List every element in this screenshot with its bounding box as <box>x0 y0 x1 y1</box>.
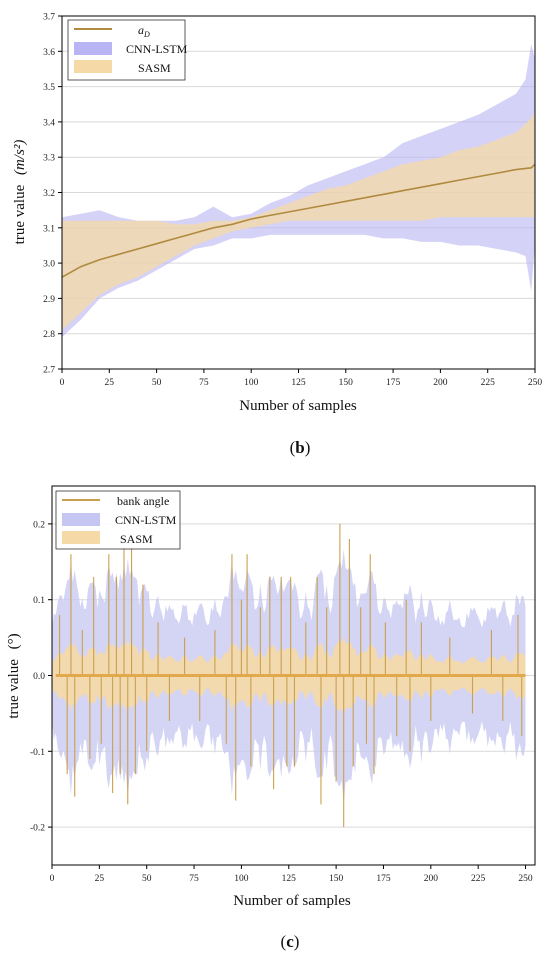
c-y-tick-label: -0.2 <box>30 824 45 834</box>
chart-c-legend: bank angle CNN-LSTM SASM <box>55 490 181 550</box>
b-x-tick-label: 175 <box>386 378 401 388</box>
c-x-tick-label: 175 <box>376 874 391 884</box>
chart-b-y-ticks: 2.7 2.8 2.9 3.0 3.1 3.2 3.3 3.4 3.5 3.6 3.7 <box>43 13 62 376</box>
chart-c-legend-cnn-swatch <box>62 513 100 526</box>
b-x-tick-label: 50 <box>152 378 162 388</box>
chart-b-x-ticks: 0 25 50 75 100 125 150 175 200 225 250 <box>60 369 543 388</box>
chart-c-panel-label: (c) <box>281 932 300 951</box>
b-y-tick-label: 3.2 <box>43 189 55 199</box>
chart-b-legend-cnn-swatch <box>74 42 112 55</box>
chart-b-sasm-band <box>62 111 535 331</box>
b-x-tick-label: 0 <box>60 378 65 388</box>
c-x-tick-label: 75 <box>189 874 199 884</box>
chart-c-x-axis-label: Number of samples <box>233 893 351 909</box>
chart-b-legend-cnn: CNN-LSTM <box>126 42 188 56</box>
b-x-tick-label: 75 <box>199 378 209 388</box>
chart-b-ylabel-main: true value <box>12 184 28 244</box>
b-x-tick-label: 125 <box>291 378 306 388</box>
chart-b-legend-sasm-swatch <box>74 60 112 73</box>
c-x-tick-label: 100 <box>234 874 249 884</box>
chart-c: 0 25 50 75 100 125 150 175 200 225 250 -0.2 -0.1 0.0… <box>6 485 536 951</box>
c-x-tick-label: 200 <box>424 874 439 884</box>
chart-b-y-axis-label: true value (m/s²) <box>12 140 28 245</box>
chart-b-legend: aD CNN-LSTM SASM <box>67 19 188 81</box>
chart-c-y-axis-label: true value (°) <box>6 633 22 718</box>
c-x-tick-label: 125 <box>282 874 297 884</box>
b-x-tick-label: 200 <box>433 378 448 388</box>
c-y-tick-label: -0.1 <box>30 748 45 758</box>
svg-text:true value (m/s²): true value (m/s²) <box>12 140 28 245</box>
c-x-tick-label: 250 <box>518 874 533 884</box>
c-x-tick-label: 0 <box>50 874 55 884</box>
chart-b-cnn-lstm-band <box>62 44 535 338</box>
c-y-tick-label: 0.1 <box>33 596 45 606</box>
c-y-tick-label: 0.0 <box>33 672 45 682</box>
chart-b-panel-label: (b) <box>290 438 311 457</box>
chart-c-ylabel-main: true value <box>6 659 22 719</box>
b-y-tick-label: 3.1 <box>43 224 55 234</box>
b-y-tick-label: 3.6 <box>43 48 55 58</box>
c-x-tick-label: 150 <box>329 874 344 884</box>
b-y-tick-label: 3.7 <box>43 13 55 23</box>
chart-c-legend-sasm: SASM <box>120 532 153 546</box>
chart-c-bank-angle-spikes <box>59 523 523 828</box>
chart-c-legend-bank: bank angle <box>117 494 169 508</box>
chart-c-legend-sasm-swatch <box>62 531 100 544</box>
b-x-tick-label: 225 <box>481 378 496 388</box>
b-y-tick-label: 3.4 <box>43 118 55 128</box>
b-y-tick-label: 2.8 <box>43 330 55 340</box>
chart-b-legend-sasm: SASM <box>138 61 171 75</box>
b-y-tick-label: 3.5 <box>43 83 55 93</box>
chart-b-ylabel-unit: (m/s²) <box>12 140 28 175</box>
b-x-tick-label: 250 <box>528 378 543 388</box>
chart-c-ylabel-unit: (°) <box>6 633 22 649</box>
c-x-tick-label: 25 <box>95 874 105 884</box>
chart-c-x-ticks: 0 25 50 75 100 125 150 175 200 225 250 <box>50 865 533 884</box>
b-x-tick-label: 150 <box>339 378 354 388</box>
c-y-tick-label: 0.2 <box>33 520 45 530</box>
chart-b-ad-line <box>62 163 535 278</box>
chart-b: 0 25 50 75 100 125 150 175 200 225 250 2.7 2.8 2.9 3.… <box>12 13 542 458</box>
b-x-tick-label: 100 <box>244 378 259 388</box>
b-y-tick-label: 3.0 <box>43 260 55 270</box>
b-x-tick-label: 25 <box>105 378 115 388</box>
chart-b-x-axis-label: Number of samples <box>239 398 357 414</box>
b-y-tick-label: 2.7 <box>43 366 55 376</box>
b-y-tick-label: 2.9 <box>43 295 55 305</box>
c-x-tick-label: 50 <box>142 874 152 884</box>
svg-text:true value (°): true value (°) <box>6 633 22 718</box>
b-y-tick-label: 3.3 <box>43 154 55 164</box>
chart-c-legend-cnn: CNN-LSTM <box>115 513 177 527</box>
chart-c-y-ticks: -0.2 -0.1 0.0 0.1 0.2 <box>30 520 52 834</box>
c-x-tick-label: 225 <box>471 874 486 884</box>
